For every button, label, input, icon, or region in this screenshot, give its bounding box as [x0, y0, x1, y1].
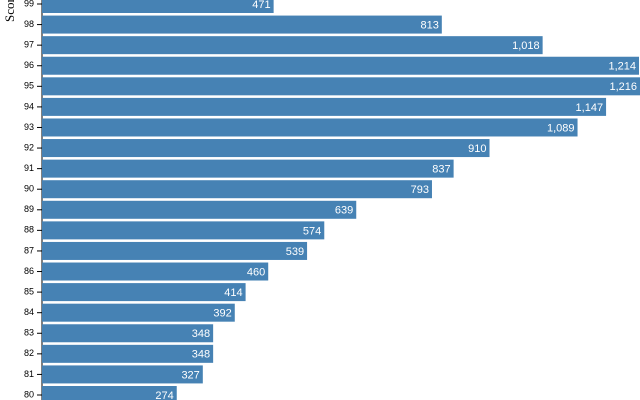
bar	[42, 200, 357, 219]
y-tick-label: 94	[24, 101, 34, 111]
value-label: 1,216	[609, 81, 637, 93]
y-tick-label: 89	[24, 204, 34, 214]
bar	[42, 283, 246, 302]
y-tick-label: 88	[24, 225, 34, 235]
y-tick-label: 85	[24, 286, 34, 296]
bar	[42, 241, 308, 260]
value-label: 348	[192, 349, 210, 361]
bar	[42, 77, 640, 96]
y-tick-label: 93	[24, 122, 34, 132]
value-label: 392	[213, 308, 231, 320]
y-tick-label: 96	[24, 60, 34, 70]
bar	[42, 344, 214, 363]
y-tick-label: 82	[24, 348, 34, 358]
y-tick-label: 98	[24, 19, 34, 29]
value-label: 574	[303, 225, 321, 237]
bar	[42, 324, 214, 343]
y-tick-label: 87	[24, 245, 34, 255]
bar	[42, 36, 543, 55]
y-tick-label: 97	[24, 40, 34, 50]
value-label: 414	[224, 287, 242, 299]
y-tick-label: 91	[24, 163, 34, 173]
y-tick-label: 95	[24, 81, 34, 91]
value-label: 1,089	[547, 122, 575, 134]
bar	[42, 365, 203, 384]
bar	[42, 97, 607, 116]
y-axis-title: Score	[2, 0, 17, 22]
value-label: 274	[155, 390, 173, 400]
bar	[42, 15, 442, 34]
value-label: 348	[192, 328, 210, 340]
value-label: 910	[468, 143, 486, 155]
y-tick-label: 92	[24, 142, 34, 152]
value-label: 793	[411, 184, 429, 196]
bar	[42, 0, 274, 13]
bar	[42, 139, 490, 158]
bar	[42, 56, 640, 75]
y-tick-label: 86	[24, 266, 34, 276]
y-tick-label: 99	[24, 0, 34, 8]
bar	[42, 303, 235, 322]
bar	[42, 262, 269, 281]
value-label: 1,147	[576, 102, 604, 114]
y-tick-label: 83	[24, 328, 34, 338]
bar	[42, 386, 177, 400]
bar	[42, 159, 454, 178]
value-label: 639	[335, 205, 353, 217]
bar	[42, 221, 325, 240]
y-tick-label: 84	[24, 307, 34, 317]
y-tick-label: 90	[24, 184, 34, 194]
bar	[42, 180, 432, 199]
value-label: 327	[181, 369, 199, 381]
bar	[42, 118, 578, 137]
value-label: 813	[420, 19, 438, 31]
y-tick-label: 80	[24, 389, 34, 399]
value-label: 837	[432, 164, 450, 176]
value-label: 460	[247, 266, 265, 278]
value-label: 471	[252, 0, 270, 11]
value-label: 1,018	[512, 40, 540, 52]
y-tick-label: 81	[24, 369, 34, 379]
value-label: 539	[286, 246, 304, 258]
value-label: 1,214	[608, 61, 636, 73]
